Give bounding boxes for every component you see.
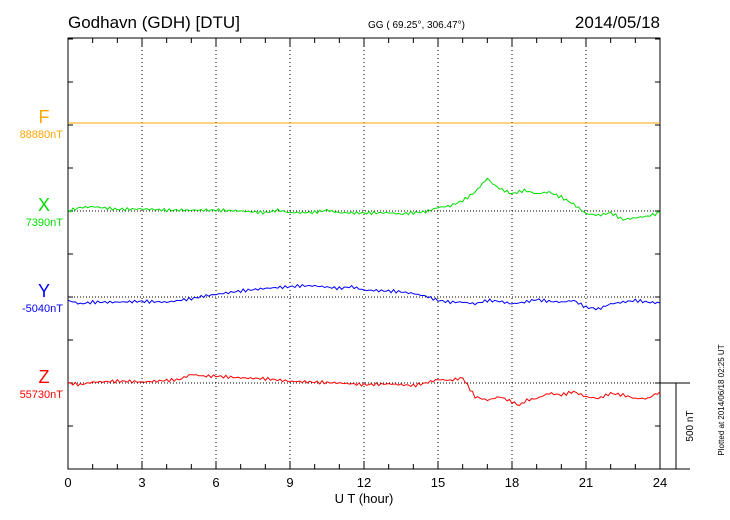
series-labels: F 88880nT X 7390nT Y -5040nT Z 55730nT [20, 107, 64, 401]
axis-ticks [67, 38, 661, 470]
trace-z [67, 374, 661, 406]
date-label: 2014/05/18 [575, 13, 660, 32]
series-name-x: X [38, 195, 50, 215]
series-name-f: F [39, 107, 50, 127]
coordinates-label: GG ( 69.25°, 306.47°) [368, 20, 465, 31]
series-baseline-f: 88880nT [20, 129, 64, 141]
scale-bar-label: 500 nT [685, 410, 696, 441]
vertical-gridlines [141, 38, 587, 469]
trace-x [67, 177, 661, 221]
x-tick-label: 6 [212, 475, 219, 490]
x-tick-label: 21 [579, 475, 593, 490]
x-tick-label: 18 [505, 475, 519, 490]
plotted-at-note: Plotted at 2014/06/18 02:25 UT [717, 344, 726, 455]
x-tick-label: 12 [357, 475, 371, 490]
series-baseline-z: 55730nT [20, 389, 64, 401]
series-traces [67, 122, 661, 406]
x-axis-label: U T (hour) [335, 491, 394, 506]
trace-y [67, 283, 661, 311]
scale-bar: 500 nT [660, 382, 696, 470]
x-tick-label: 3 [138, 475, 145, 490]
series-name-z: Z [39, 367, 50, 387]
series-baseline-y: -5040nT [22, 303, 63, 315]
station-title: Godhavn (GDH) [DTU] [68, 13, 240, 32]
x-tick-label: 24 [653, 475, 667, 490]
series-baseline-x: 7390nT [26, 217, 64, 229]
x-tick-labels: 0 3 6 9 12 15 18 21 24 [64, 475, 667, 490]
x-tick-label: 0 [64, 475, 71, 490]
x-tick-label: 15 [431, 475, 445, 490]
series-name-y: Y [38, 281, 50, 301]
x-tick-label: 9 [286, 475, 293, 490]
